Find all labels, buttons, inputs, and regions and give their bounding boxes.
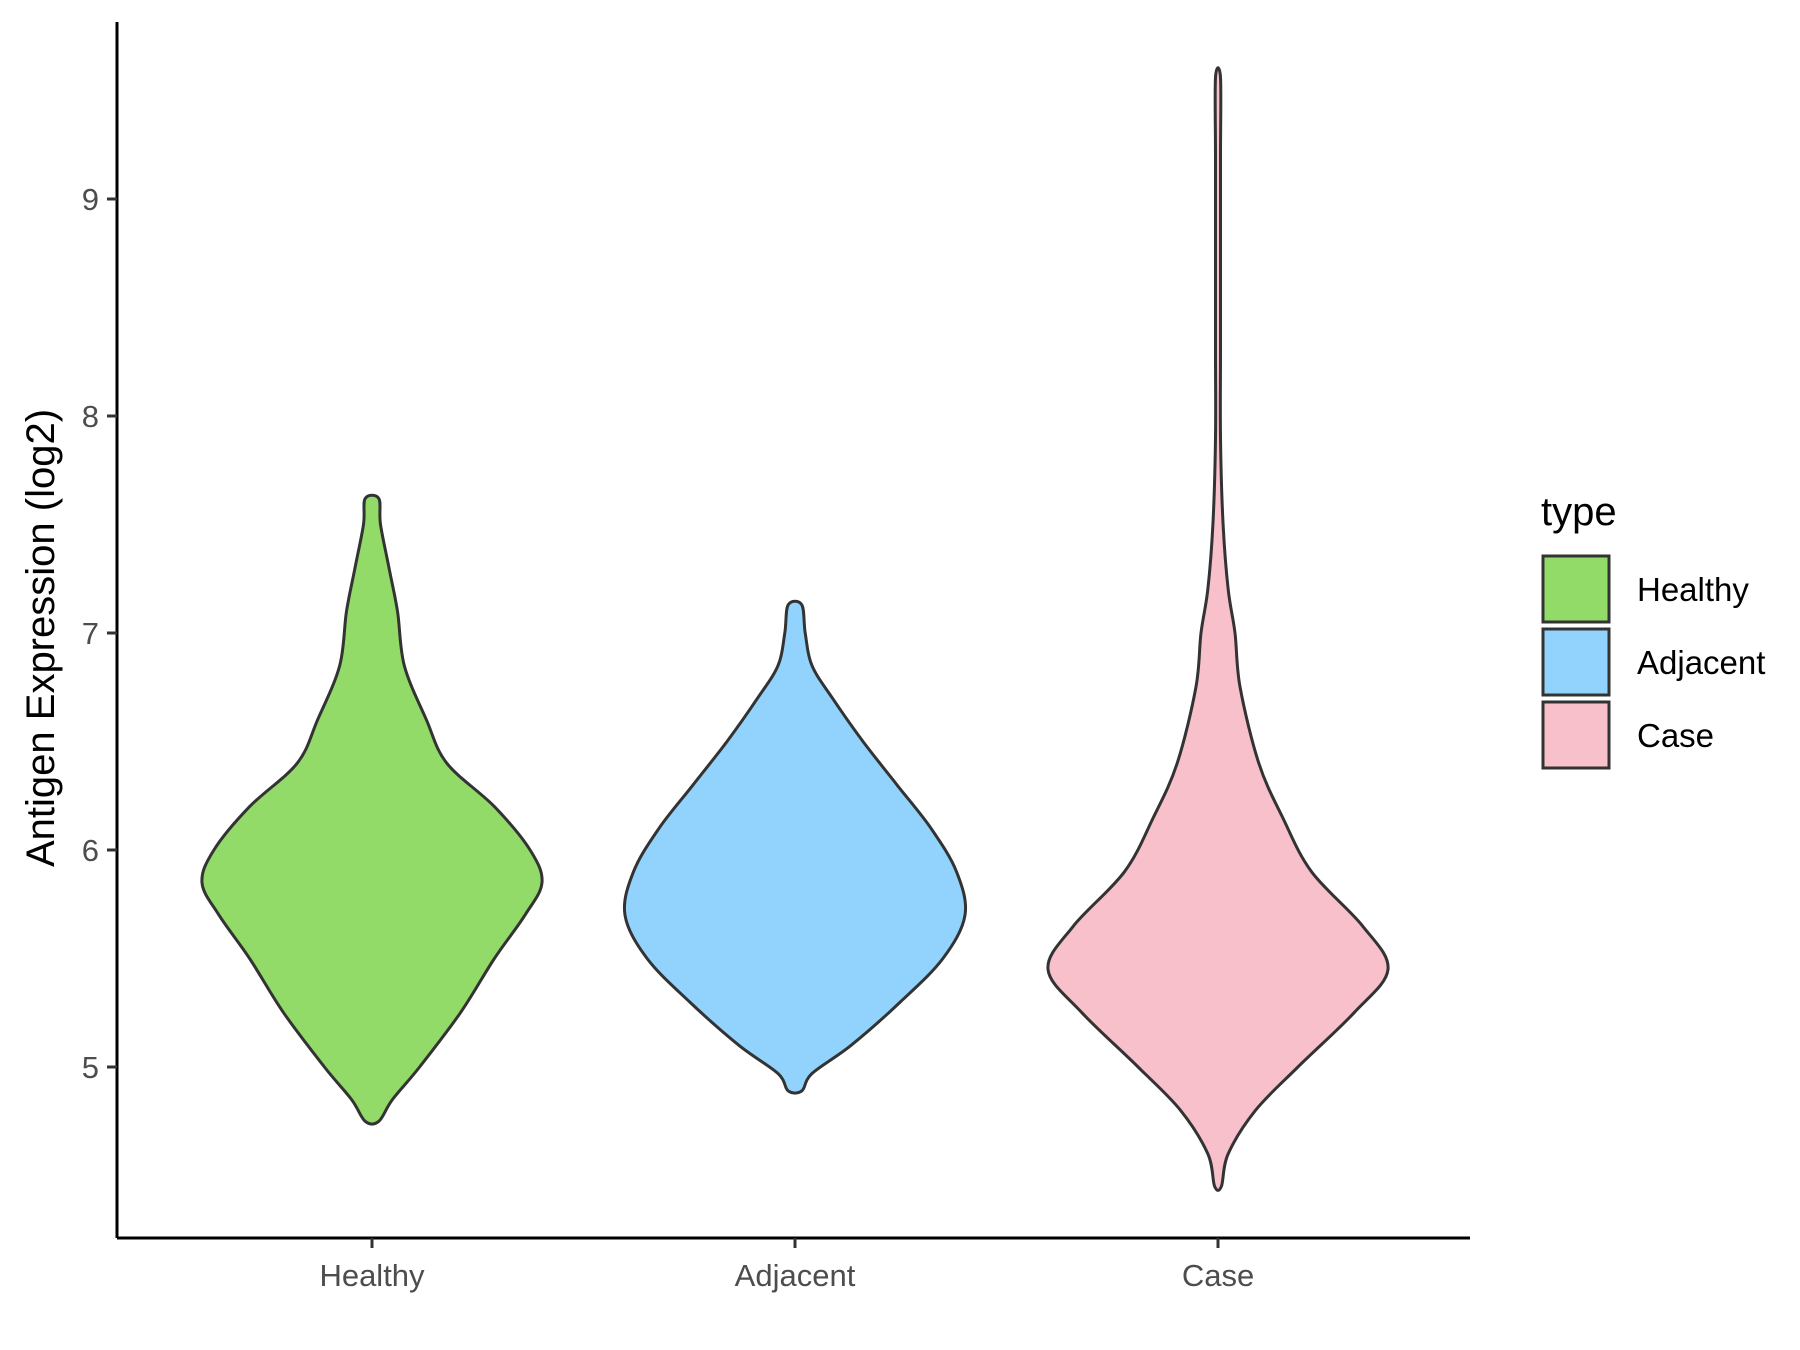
legend-label-case: Case (1637, 717, 1714, 754)
legend-label-adjacent: Adjacent (1637, 644, 1765, 681)
y-tick-label: 8 (82, 399, 99, 434)
x-axis-ticks: Healthy Adjacent Case (319, 1238, 1254, 1293)
x-tick-label: Healthy (319, 1258, 425, 1293)
legend: Healthy Adjacent Case (1541, 554, 1765, 770)
y-tick-label: 5 (82, 1050, 99, 1085)
x-tick-label: Case (1182, 1258, 1254, 1293)
y-axis-title: Antigen Expression (log2) (19, 409, 63, 867)
violin-case (1046, 66, 1390, 1192)
legend-swatch-healthy (1541, 554, 1611, 624)
y-tick-label: 7 (82, 616, 99, 651)
x-tick-label: Adjacent (735, 1258, 856, 1293)
legend-swatch-case (1541, 700, 1611, 770)
y-tick-label: 9 (82, 182, 99, 217)
violin-healthy (200, 493, 544, 1126)
y-axis-ticks: 5 6 7 8 9 (82, 182, 117, 1085)
violin-layer (200, 66, 1390, 1192)
legend-title: type (1541, 490, 1617, 534)
violin-adjacent (622, 599, 968, 1095)
legend-swatch-adjacent (1541, 627, 1611, 697)
y-tick-label: 6 (82, 833, 99, 868)
legend-label-healthy: Healthy (1637, 571, 1749, 608)
